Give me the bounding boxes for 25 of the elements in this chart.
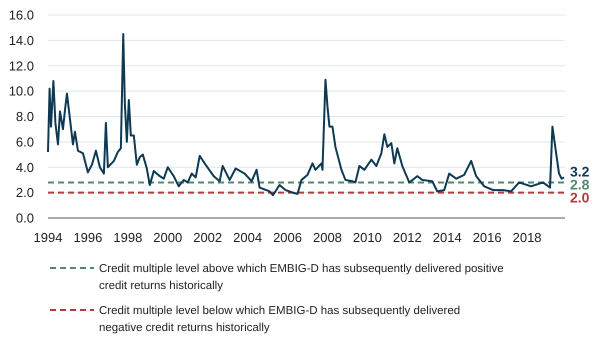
y-tick-label: 8.0 bbox=[16, 109, 34, 124]
x-tick-label: 1998 bbox=[113, 230, 142, 245]
line-series bbox=[47, 33, 565, 196]
y-tick-label: 6.0 bbox=[16, 134, 34, 150]
y-tick-label: 12.0 bbox=[8, 58, 34, 74]
y-tick-label: 4.0 bbox=[16, 160, 34, 175]
x-tick-label: 2002 bbox=[193, 230, 222, 245]
x-tick-label: 1996 bbox=[73, 230, 102, 245]
x-tick-label: 2004 bbox=[233, 230, 262, 245]
y-tick-label: 16.0 bbox=[8, 8, 34, 23]
x-tick-label: 2006 bbox=[273, 230, 302, 245]
y-tick-label: 14.0 bbox=[8, 32, 34, 48]
legend-label: Credit multiple level below which EMBIG-D has subsequently delivered negative credit returns historically bbox=[99, 305, 460, 334]
y-tick-label: 2.0 bbox=[16, 185, 34, 200]
y-tick-label: 0.0 bbox=[16, 210, 34, 226]
x-tick-label: 2016 bbox=[472, 230, 502, 245]
legend-label: Credit multiple level above which EMBIG-D has subsequently delivered positive credit returns historically bbox=[99, 263, 504, 292]
x-tick-label: 2008 bbox=[313, 230, 342, 245]
y-tick-label: 10.0 bbox=[8, 84, 34, 99]
x-tick-label: 1994 bbox=[34, 230, 62, 245]
x-tick-label: 2000 bbox=[153, 230, 182, 245]
x-tick-label: 2014 bbox=[432, 230, 462, 245]
x-tick-label: 2012 bbox=[392, 230, 422, 245]
x-tick-label: 2018 bbox=[512, 230, 542, 245]
x-tick-label: 2010 bbox=[352, 230, 382, 245]
